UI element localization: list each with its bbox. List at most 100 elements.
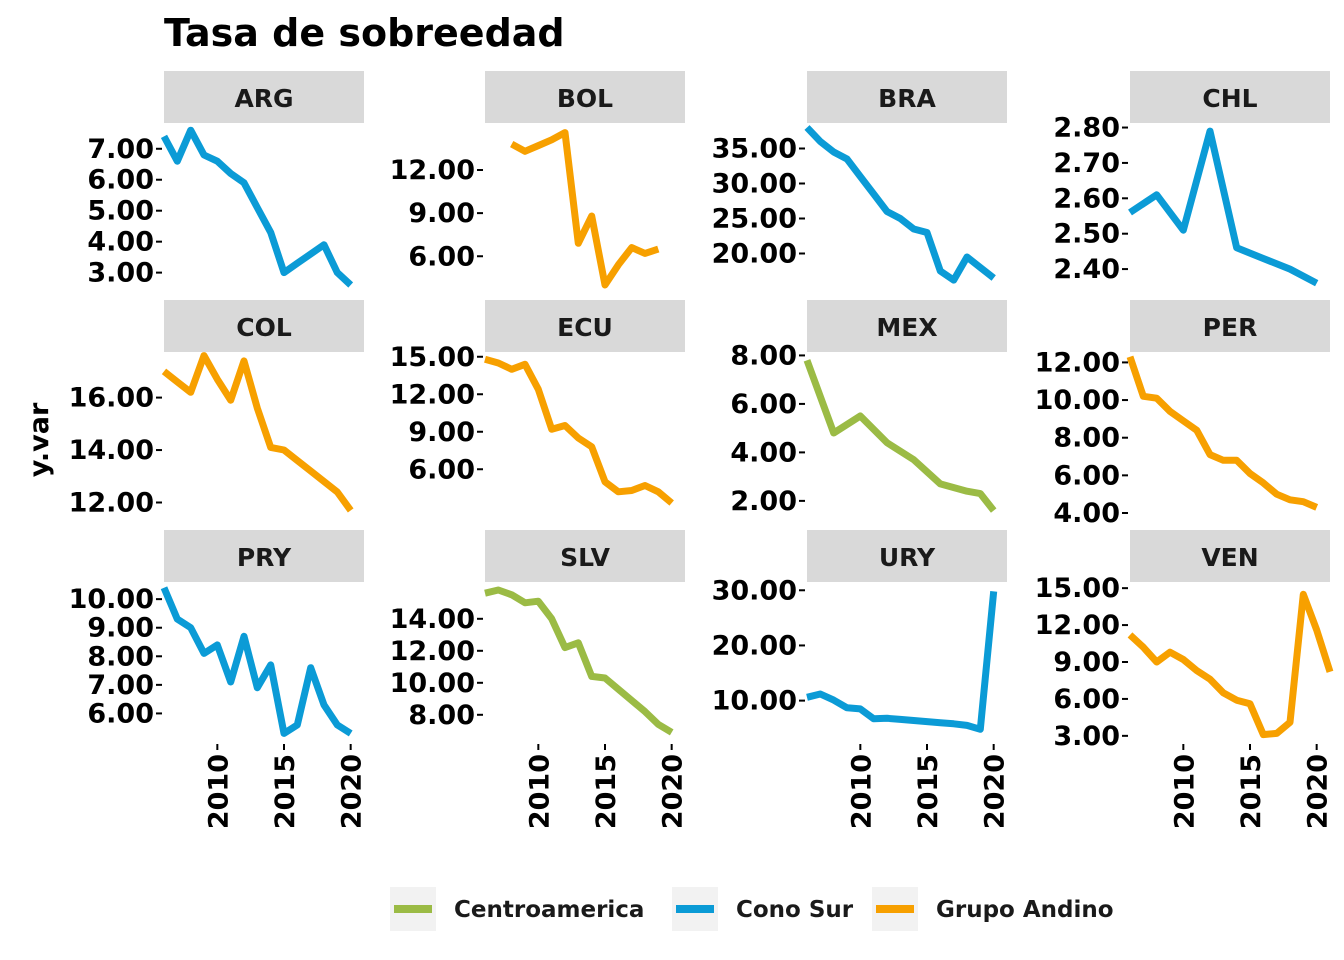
series-line-bol [510, 129, 660, 289]
y-tick-label: 20.00 [712, 630, 797, 661]
y-tick-label: 30.00 [712, 575, 797, 606]
series-line-chl [1128, 127, 1319, 287]
strip-slv [485, 530, 685, 582]
legend-label-grupo-andino: Grupo Andino [936, 897, 1114, 923]
x-tick-label: 2015 [1236, 754, 1267, 829]
strip-col [164, 300, 364, 352]
panel-chl: CHL 2.80 2.70 2.60 2.50 2.40 [1053, 71, 1330, 287]
y-tick-label: 6.00 [730, 389, 797, 420]
strip-bol [485, 71, 685, 123]
y-tick-label: 6.00 [408, 454, 475, 485]
y-tick-label: 6.00 [408, 241, 475, 272]
x-tick-label: 2010 [524, 754, 555, 829]
panel-mex: MEX 8.00 6.00 4.00 2.00 [730, 300, 1007, 517]
panel-pry: PRY 10.009.008.007.006.00 2010 2015 2020 [69, 530, 368, 829]
y-tick-label: 3.00 [87, 258, 154, 289]
strip-label-bra: BRA [878, 84, 936, 113]
strip-mex [807, 300, 1007, 352]
y-tick-label: 16.00 [69, 383, 154, 414]
legend-item-centroamerica: Centroamerica [390, 887, 644, 931]
y-tick-label: 12.00 [1035, 347, 1120, 378]
x-tick-label: 2020 [980, 754, 1011, 829]
series-line-slv [484, 586, 674, 736]
y-tick-label: 6.00 [87, 698, 154, 729]
y-tick-label: 2.60 [1053, 183, 1120, 214]
y-tick-label: 10.00 [712, 686, 797, 717]
y-tick-label: 6.00 [87, 165, 154, 196]
x-tick-label: 2020 [337, 754, 368, 829]
panel-per: PER 12.00 10.00 8.00 6.00 4.00 [1035, 300, 1330, 529]
y-tick-label: 30.00 [712, 169, 797, 200]
y-tick-label: 9.00 [1053, 647, 1120, 678]
y-tick-label: 14.00 [69, 435, 154, 466]
strip-label-ecu: ECU [557, 313, 613, 342]
y-tick-label: 14.00 [390, 604, 475, 635]
y-tick-label: 2.00 [730, 486, 797, 517]
strip-label-bol: BOL [557, 84, 613, 113]
chart-title: Tasa de sobreedad [164, 11, 565, 55]
y-tick-label: 4.00 [730, 437, 797, 468]
y-tick-label: 8.00 [730, 340, 797, 371]
panel-col: COL 16.00 14.00 12.00 [69, 300, 364, 519]
x-tick-label: 2015 [270, 754, 301, 829]
y-tick-label: 25.00 [712, 204, 797, 235]
strip-label-per: PER [1203, 313, 1258, 342]
y-tick-label: 6.00 [1053, 684, 1120, 715]
y-tick-label: 3.00 [1053, 721, 1120, 752]
x-tick-label: 2015 [591, 754, 622, 829]
series-line-per [1126, 355, 1319, 511]
y-tick-label: 8.00 [87, 641, 154, 672]
panel-ven: VEN 15.00 12.00 9.00 6.00 3.00 2010 2015 2020 [1035, 530, 1334, 829]
x-tick-label: 2020 [1303, 754, 1334, 829]
x-tick-label: 2015 [913, 754, 944, 829]
y-tick-label: 9.00 [408, 198, 475, 229]
y-tick-label: 2.70 [1053, 148, 1120, 179]
legend-item-grupo-andino: Grupo Andino [872, 887, 1114, 931]
y-tick-label: 6.00 [1053, 460, 1120, 491]
y-tick-label: 2.80 [1053, 113, 1120, 144]
series-line-bra [804, 125, 996, 284]
y-tick-label: 35.00 [712, 134, 797, 165]
strip-label-pry: PRY [237, 543, 292, 572]
y-tick-label: 12.00 [390, 636, 475, 667]
x-tick-label: 2010 [846, 754, 877, 829]
y-tick-label: 20.00 [712, 239, 797, 270]
x-tick-label: 2010 [1169, 754, 1200, 829]
y-tick-label: 15.00 [390, 342, 475, 373]
series-line-arg [160, 126, 354, 288]
y-tick-label: 12.00 [390, 155, 475, 186]
strip-label-ury: URY [879, 543, 936, 572]
strip-label-mex: MEX [876, 313, 937, 342]
x-tick-label: 2010 [203, 754, 234, 829]
strip-label-chl: CHL [1202, 84, 1257, 113]
y-tick-label: 9.00 [87, 613, 154, 644]
strip-per [1130, 300, 1330, 352]
legend-item-cono-sur: Cono Sur [672, 887, 854, 931]
series-line-pry [160, 586, 353, 737]
y-tick-label: 5.00 [87, 196, 154, 227]
y-tick-label: 2.50 [1053, 219, 1120, 250]
facet-panels: ARG7.006.005.004.003.00BOL12.009.006.00B… [69, 71, 1334, 829]
strip-bra [807, 71, 1007, 123]
legend-label-centroamerica: Centroamerica [454, 897, 644, 923]
y-tick-label: 8.00 [408, 700, 475, 731]
panel-ecu: ECU 15.00 12.00 9.00 6.00 [390, 300, 685, 506]
strip-label-arg: ARG [234, 84, 293, 113]
y-tick-label: 12.00 [390, 379, 475, 410]
strip-arg [164, 71, 364, 123]
y-tick-label: 7.00 [87, 670, 154, 701]
panel-bol: BOL 12.00 9.00 6.00 [390, 71, 685, 289]
strip-ven [1130, 530, 1330, 582]
strip-pry [164, 530, 364, 582]
y-tick-label: 12.00 [1035, 610, 1120, 641]
strip-ecu [485, 300, 685, 352]
y-tick-label: 10.00 [1035, 385, 1120, 416]
series-line-ven [1127, 590, 1334, 739]
y-axis-title: y.var [24, 402, 55, 477]
y-tick-label: 8.00 [1053, 423, 1120, 454]
panel-arg: ARG 7.006.005.004.003.00 [87, 71, 364, 289]
series-line-ecu [484, 355, 674, 506]
strip-chl [1130, 71, 1330, 123]
y-tick-label: 12.00 [69, 488, 154, 519]
